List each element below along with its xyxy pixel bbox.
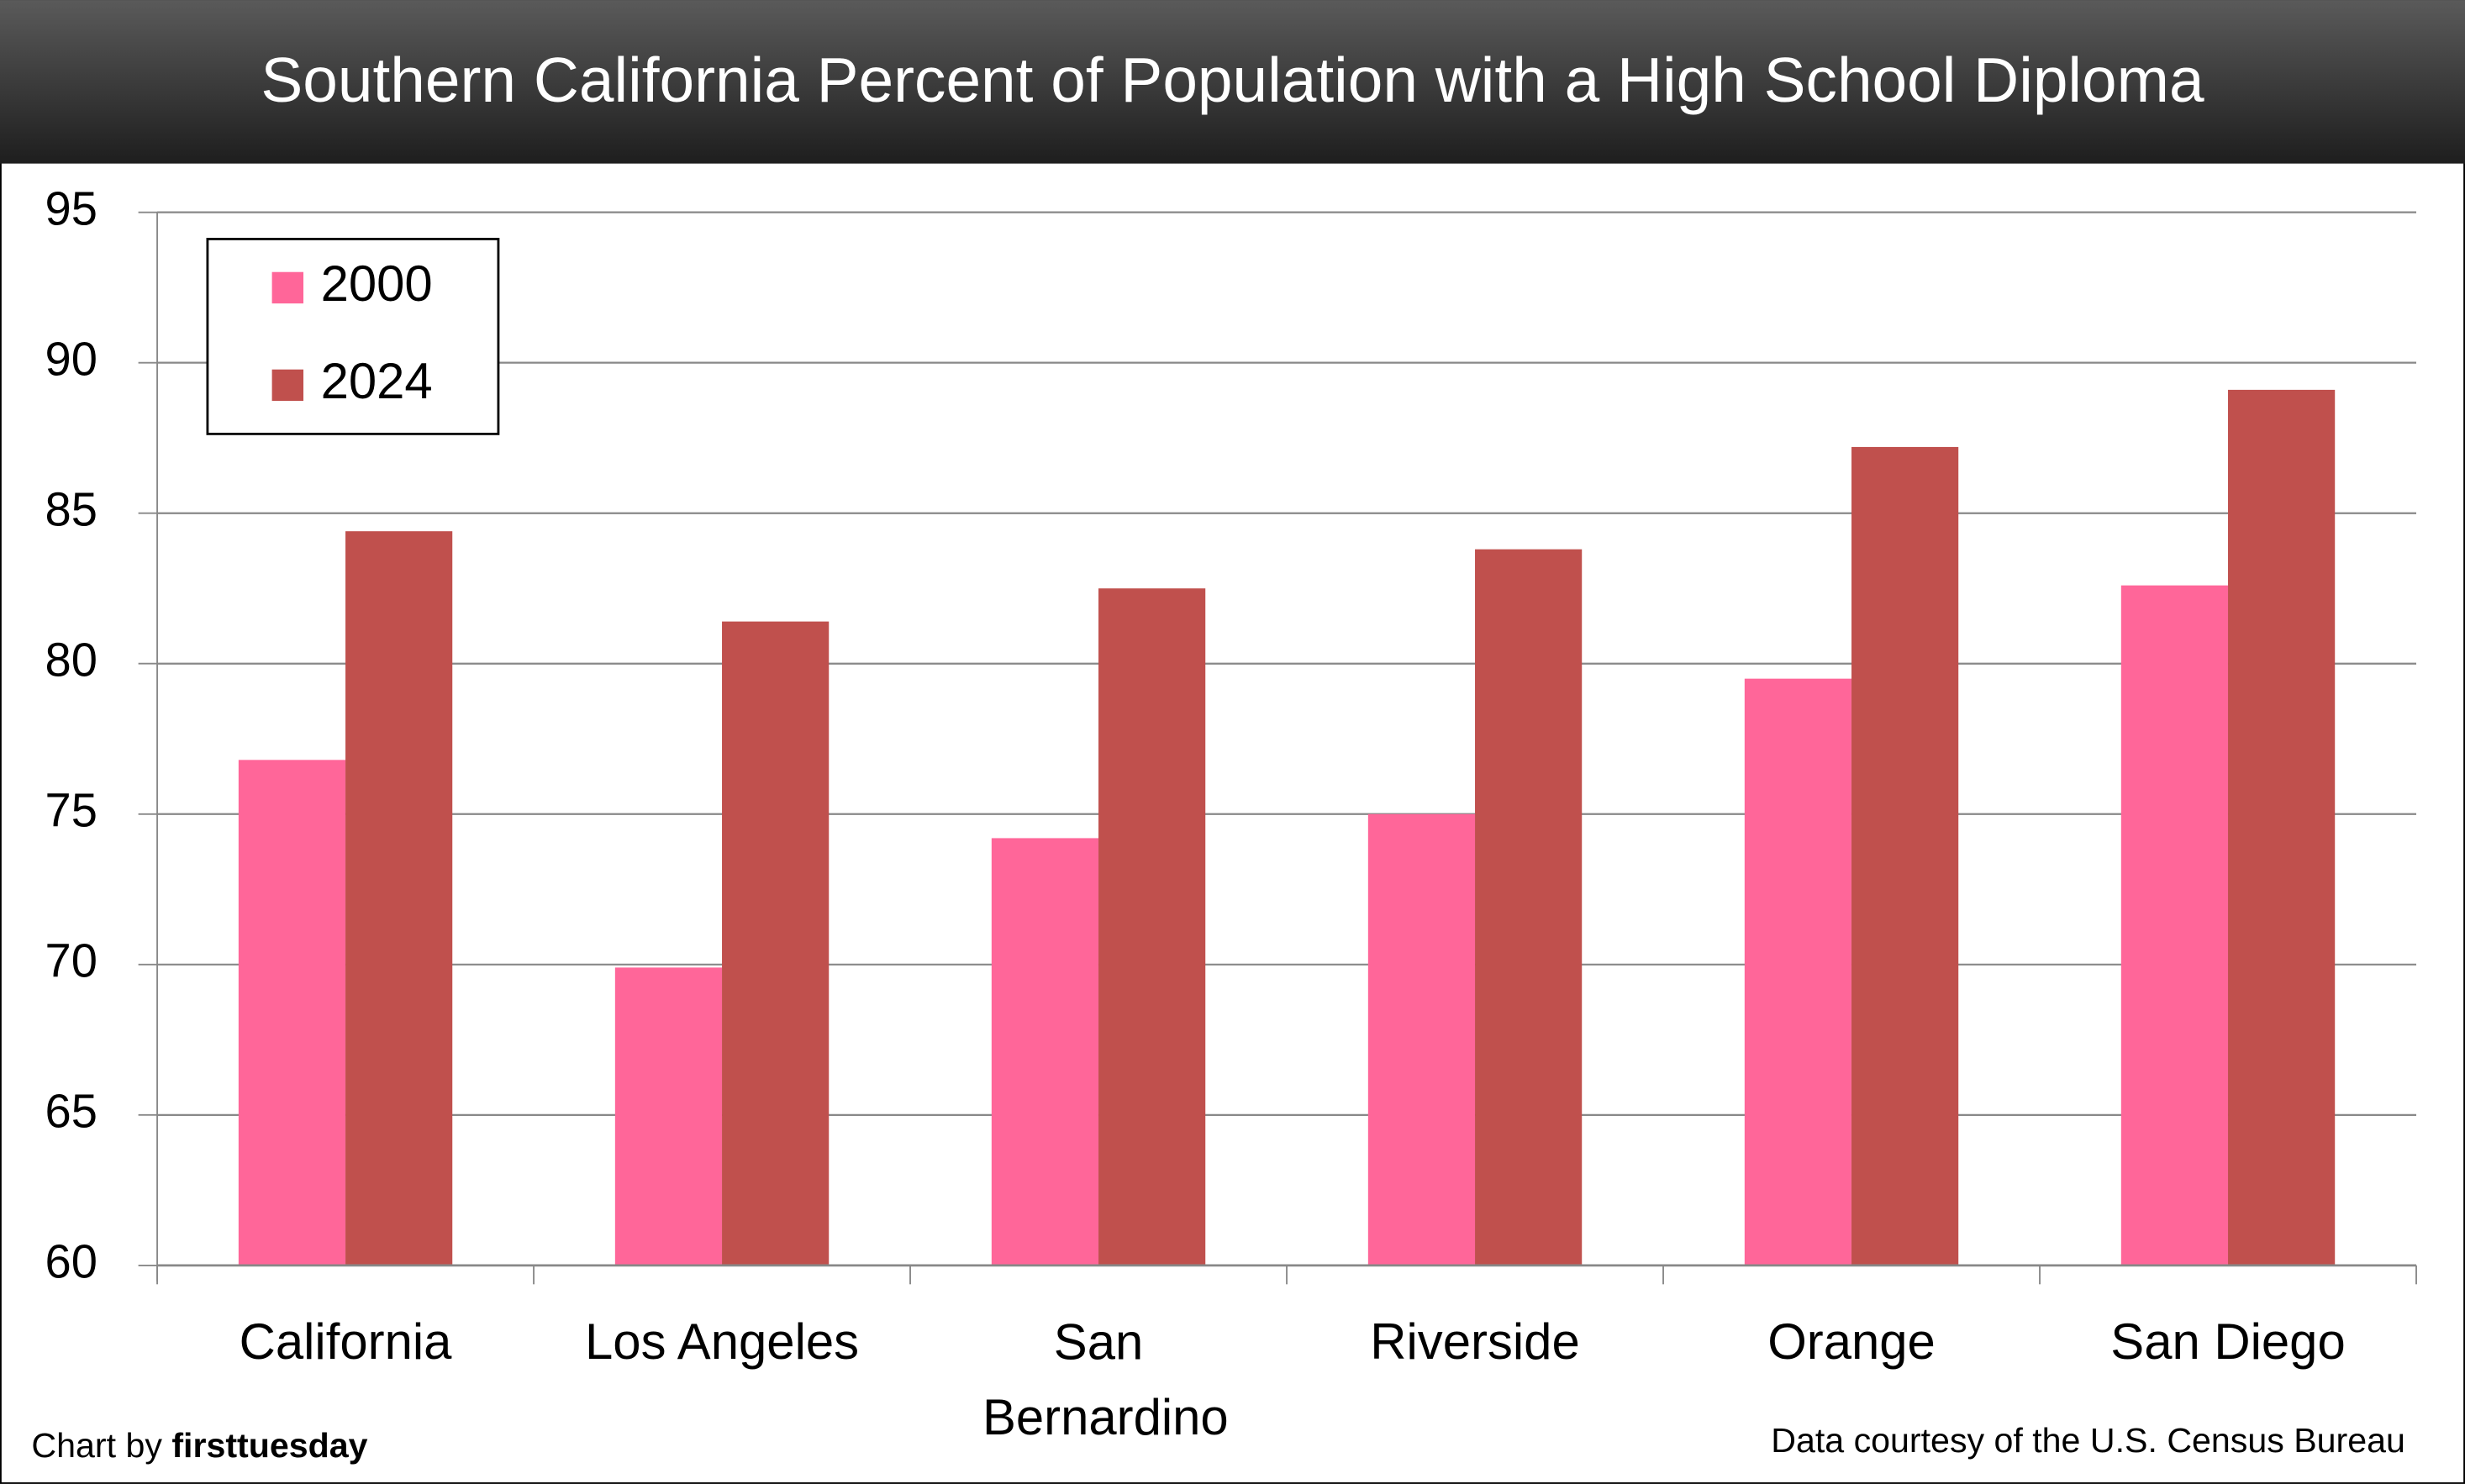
bar [238, 760, 346, 1266]
x-tick-label: Los Angeles [585, 1313, 859, 1370]
y-tick-label: 60 [45, 1235, 97, 1288]
y-tick-label: 95 [45, 182, 97, 234]
bar [1744, 678, 1852, 1266]
bar [2228, 389, 2336, 1266]
bar [1851, 446, 1959, 1266]
source: Data courtesy of the U.S. Census Bureau [1771, 1421, 2405, 1460]
legend-label: 2000 [321, 255, 433, 312]
chart-title: Southern California Percent of Populatio… [261, 45, 2204, 115]
bar [2120, 585, 2229, 1266]
bar [345, 531, 453, 1266]
y-tick-label: 75 [45, 784, 97, 837]
y-tick-label: 85 [45, 483, 97, 536]
bar [1098, 588, 1206, 1266]
y-tick-label: 80 [45, 634, 97, 687]
x-tick-label: Orange [1767, 1313, 1936, 1370]
bar [614, 967, 723, 1266]
legend-swatch [271, 271, 304, 304]
x-tick-label: Riverside [1370, 1313, 1579, 1370]
legend-swatch [271, 369, 304, 402]
y-tick-label: 70 [45, 934, 97, 987]
legend-box [206, 238, 500, 435]
x-tick-label: San Diego [2110, 1313, 2345, 1370]
y-tick-label: 65 [45, 1085, 97, 1138]
bar [722, 621, 830, 1266]
credit-name: firsttuesday [171, 1426, 367, 1465]
bar [1367, 813, 1476, 1266]
credit: Chart by firsttuesday [31, 1426, 367, 1465]
x-tick-label: San Bernardino [968, 1313, 1228, 1445]
legend: 2000 2024 [206, 238, 500, 435]
y-tick-label: 90 [45, 332, 97, 385]
title-bar [0, 0, 2465, 164]
credit-prefix: Chart by [31, 1426, 162, 1465]
x-tick-label: California [240, 1313, 453, 1370]
legend-label: 2024 [321, 353, 433, 409]
bar [1475, 549, 1583, 1266]
bar [991, 838, 1099, 1266]
